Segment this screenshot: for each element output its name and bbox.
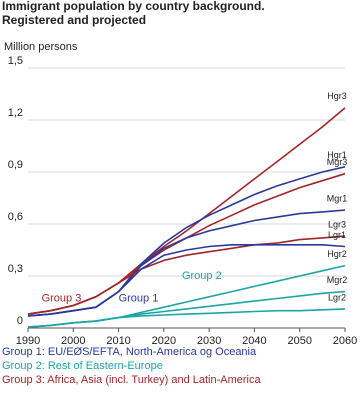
series-line	[27, 235, 346, 315]
y-tick-label: 0	[17, 315, 23, 327]
y-axis-label: Million persons	[4, 41, 78, 53]
x-tick-label: 2050	[287, 335, 311, 347]
x-tick-label: 2030	[197, 335, 221, 347]
series-label: Lgr1	[328, 230, 346, 240]
y-tick-label: 0,3	[8, 263, 23, 275]
x-tick-label: 2060	[333, 335, 357, 347]
x-tick-label: 2000	[61, 335, 85, 347]
chart-title: Immigrant population by country backgrou…	[2, 0, 265, 27]
series-label: Lgr2	[328, 292, 346, 302]
y-tick-label: 1,5	[8, 55, 23, 67]
series-label: Hgr2	[327, 249, 347, 259]
x-tick-label: 2040	[242, 335, 266, 347]
series-label: Mgr3	[327, 157, 348, 167]
legend-entry: Group 2: Rest of Eastern-Europe	[2, 360, 163, 372]
series-label: Hgr1	[327, 150, 347, 160]
series-line	[27, 107, 346, 315]
annotation: Group 3	[42, 292, 82, 304]
x-tick-label: 2010	[106, 335, 130, 347]
series-line	[27, 244, 346, 317]
series-label: Hgr3	[327, 91, 347, 101]
series-label: Mgr1	[327, 194, 348, 204]
series-label: Mgr2	[327, 275, 348, 285]
legend-entry: Group 3: Africa, Asia (incl. Turkey) and…	[2, 374, 261, 386]
y-tick-label: 0,9	[8, 159, 23, 171]
legend-entry: Group 1: EU/EØS/EFTA, North-America og O…	[2, 346, 257, 358]
y-tick-label: 1,2	[8, 107, 23, 119]
series-label: Lgr3	[328, 220, 346, 230]
annotation: Group 1	[119, 292, 159, 304]
x-tick-label: 1990	[16, 335, 40, 347]
series-line	[27, 308, 346, 328]
x-tick-label: 2020	[152, 335, 176, 347]
annotation: Group 2	[182, 270, 222, 282]
y-tick-label: 0,6	[8, 211, 23, 223]
